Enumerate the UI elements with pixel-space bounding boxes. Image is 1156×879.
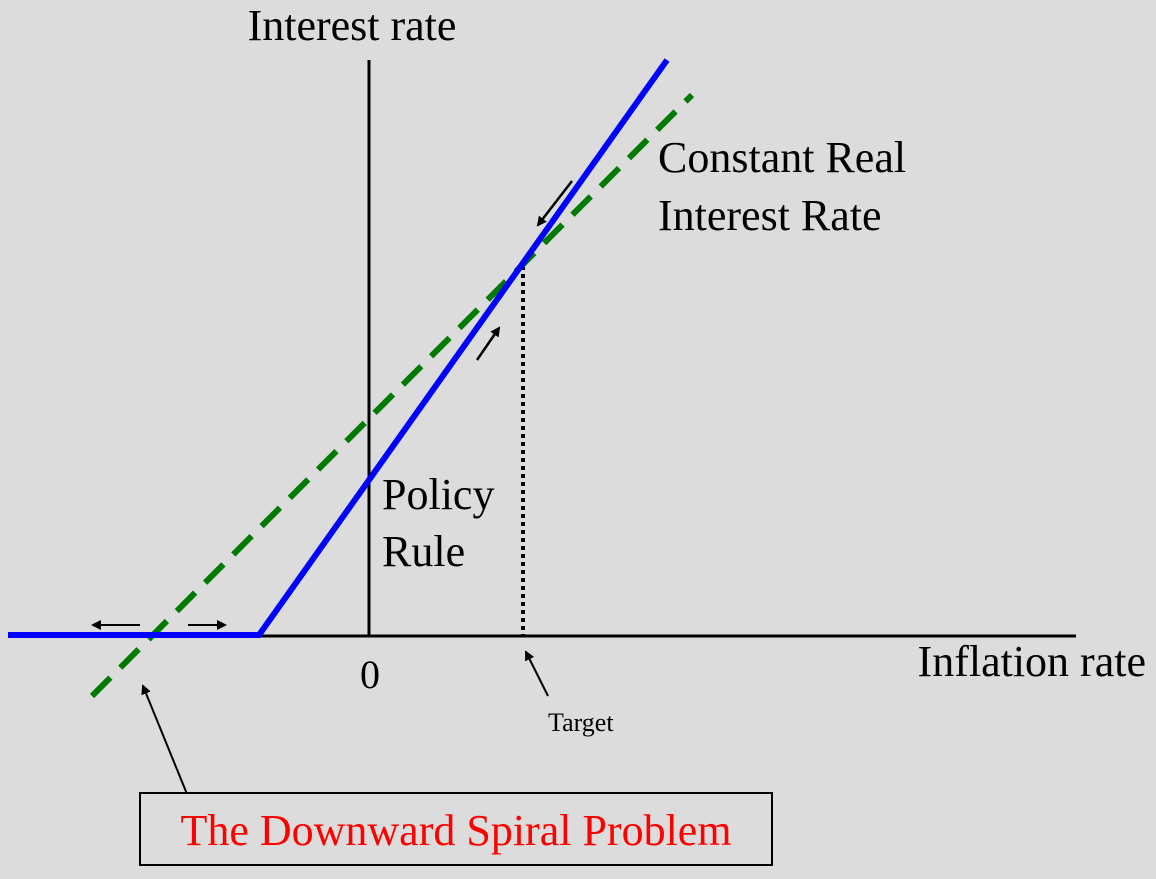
target-label: Target — [548, 708, 614, 737]
policy-label-line1: Policy — [382, 470, 494, 519]
policy-rule-line — [8, 58, 670, 638]
callout-arrow — [141, 684, 188, 795]
target-arrow — [525, 650, 549, 697]
x-axis-label: Inflation rate — [918, 637, 1146, 686]
constant-real-rate-line — [89, 92, 695, 699]
y-axis-label: Interest rate — [248, 1, 457, 50]
up-right-arrow — [475, 326, 501, 361]
down-left-arrow — [536, 180, 573, 227]
constant-real-label-line1: Constant Real — [658, 133, 906, 182]
origin-label: 0 — [360, 652, 380, 697]
policy-label-line2: Rule — [382, 527, 465, 576]
constant-real-label-line2: Interest Rate — [658, 191, 882, 240]
callout-text: The Downward Spiral Problem — [180, 806, 731, 855]
callout-box — [139, 792, 773, 866]
